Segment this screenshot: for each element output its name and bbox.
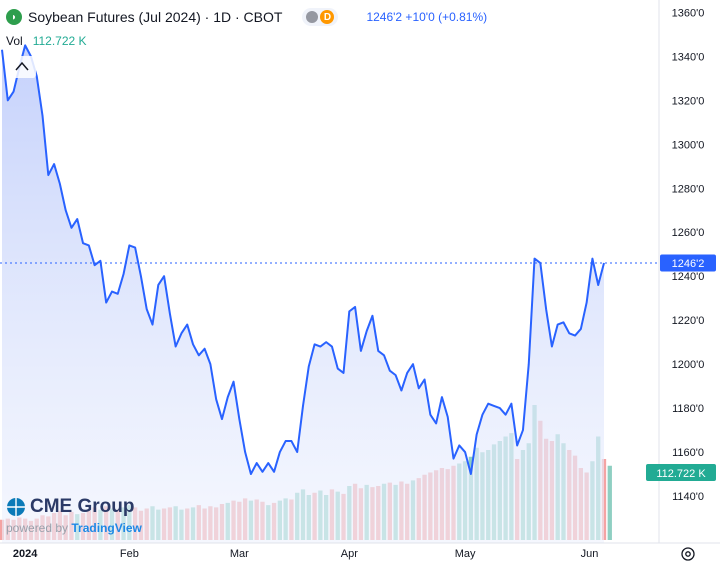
delayed-badge: D [320,10,335,24]
chevron-up-icon [15,61,29,71]
powered-prefix: powered by [6,521,69,535]
price-change-readout: 1246'2 +10'0 (+0.81%) [366,10,488,24]
time-tick-label: Apr [341,548,358,560]
cme-logo: CME Group [6,496,142,518]
time-tick-label: 2024 [13,548,38,560]
time-tick-label: May [455,548,476,560]
scroll-up-button[interactable] [8,56,36,78]
price-tick-label: 1320'0 [672,95,705,107]
price-tick-label: 1240'0 [672,271,705,283]
volume-axis-label: 112.722 K [656,468,706,480]
powered-by: powered by TradingView [6,521,142,535]
price-area-fill [2,45,604,544]
branding-watermark: CME Group powered by TradingView [6,496,142,535]
volume-tag: 112.722 K [646,464,716,481]
volume-bar [607,465,612,540]
price-tick-label: 1180'0 [672,403,704,415]
price-tick-label: 1220'0 [672,315,705,327]
symbol-title[interactable]: Soybean Futures (Jul 2024) · 1D · CBOT [28,9,283,25]
volume-label: Vol [6,34,23,48]
last-price-label: 1246'2 [672,258,705,270]
price-tick-label: 1160'0 [672,447,704,459]
price-tick-label: 1140'0 [672,491,704,503]
last-price-tag: 1246'2 [660,254,716,272]
cme-globe-icon [7,498,25,516]
time-tick-label: Jun [581,548,599,560]
price-tick-label: 1300'0 [672,139,705,151]
price-tick-label: 1360'0 [672,7,705,19]
time-axis[interactable]: 2024 Feb Mar Apr May Jun [13,548,598,560]
price-tick-label: 1280'0 [672,183,705,195]
volume-legend[interactable]: Vol 112.722 K [6,34,87,48]
tradingview-brand: TradingView [71,521,142,535]
soybean-logo-icon: ◗ [6,9,22,25]
time-tick-label: Feb [120,548,139,560]
price-tick-label: 1260'0 [672,227,705,239]
price-axis[interactable]: 1360'0 1340'0 1320'0 1300'0 1280'0 1260'0 1240… [672,7,705,503]
cme-company: CME Group [30,496,135,517]
status-dot-icon [306,11,319,23]
price-tick-label: 1340'0 [672,51,705,63]
settings-icon[interactable] [681,547,695,561]
market-status-pill[interactable]: D [302,8,339,26]
time-tick-label: Mar [230,548,249,560]
chart-header: ◗ Soybean Futures (Jul 2024) · 1D · CBOT… [6,7,487,27]
price-tick-label: 1200'0 [672,359,705,371]
price-line [1,44,605,476]
volume-value: 112.722 K [32,34,87,48]
